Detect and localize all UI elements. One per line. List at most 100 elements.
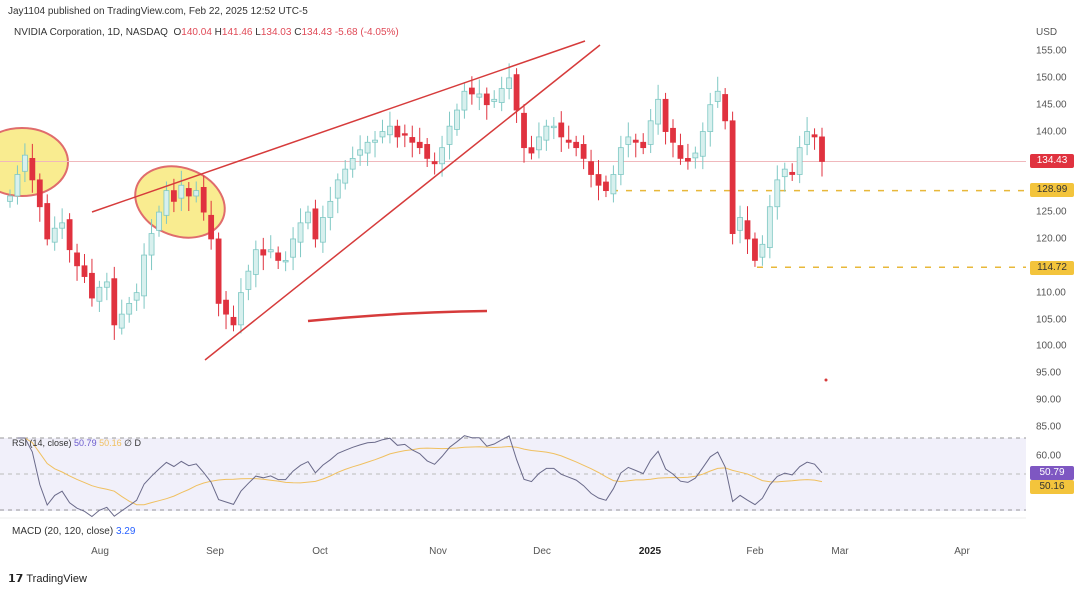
candle-body — [245, 270, 252, 290]
branding-text: TradingView — [26, 573, 87, 585]
symbol-name[interactable]: NVIDIA Corporation, 1D, NASDAQ — [14, 27, 168, 38]
candle-body — [729, 120, 736, 234]
time-tick: Oct — [312, 546, 328, 557]
candle — [655, 84, 662, 135]
candle-body — [565, 139, 572, 143]
candle — [305, 205, 311, 230]
candle-body — [498, 88, 505, 103]
upper-trendline[interactable] — [91, 40, 586, 213]
candle-body — [29, 157, 36, 181]
candle-body — [603, 181, 609, 192]
candle — [275, 246, 282, 270]
candle-body — [670, 127, 676, 143]
candle — [148, 219, 155, 271]
candle-body — [416, 141, 423, 149]
macd-legend[interactable]: MACD (20, 120, close) 3.29 — [12, 526, 135, 537]
candle-body — [536, 136, 542, 151]
candle — [342, 160, 349, 190]
candle — [387, 111, 393, 144]
candle-body — [200, 186, 207, 213]
candle-body — [588, 161, 594, 175]
candle — [811, 128, 818, 150]
candle — [506, 63, 513, 100]
candle-body — [81, 265, 88, 277]
publisher-info: Jay1104 published on TradingView.com, Fe… — [8, 6, 308, 17]
candle — [327, 186, 334, 231]
close-value: 134.43 — [301, 27, 333, 38]
candle-body — [178, 184, 185, 199]
candle — [662, 92, 669, 145]
candle-body — [170, 190, 177, 202]
candle-body — [148, 233, 155, 256]
candle — [103, 272, 110, 301]
candle — [580, 135, 587, 170]
change-value: -5.68 (-4.05%) — [334, 27, 399, 38]
candle-body — [364, 141, 371, 154]
candle — [223, 291, 229, 330]
candle-body — [558, 122, 565, 138]
candle — [126, 296, 133, 323]
candle — [796, 135, 803, 184]
candle-body — [685, 157, 691, 162]
candle — [14, 165, 21, 205]
candle — [737, 205, 743, 244]
candle-body — [483, 93, 490, 106]
rsi-legend[interactable]: RSI (14, close) 50.79 50.16 ∅ D — [12, 438, 141, 449]
time-tick: Dec — [533, 546, 551, 557]
candle — [96, 280, 103, 312]
candle-body — [677, 145, 684, 159]
candle — [66, 213, 73, 263]
candle — [118, 299, 125, 335]
candle — [357, 135, 364, 166]
price-tick: 110.00 — [1036, 287, 1066, 299]
rsi-axis-tick: 60.00 — [1036, 450, 1062, 462]
candle-body — [461, 90, 468, 111]
tradingview-logo[interactable]: 𝟭𝟳 TradingView — [8, 572, 87, 585]
time-tick: Apr — [954, 546, 970, 557]
candle-body — [275, 252, 282, 261]
candle — [312, 199, 319, 248]
candle — [744, 206, 751, 254]
time-tick: Sep — [206, 546, 224, 557]
candle-body — [282, 260, 289, 263]
candle — [617, 135, 624, 186]
freehand-underline[interactable] — [307, 309, 488, 323]
candle-body — [357, 149, 364, 156]
candle-body — [193, 190, 200, 197]
candle — [7, 189, 13, 208]
candle-body — [260, 249, 267, 256]
candle — [401, 124, 408, 148]
candle — [476, 79, 483, 111]
candle-body — [468, 87, 475, 95]
candle-body — [118, 313, 125, 329]
candle — [185, 182, 192, 212]
price-tick: 90.00 — [1036, 394, 1062, 406]
candle — [409, 125, 416, 158]
time-tick: 2025 — [638, 546, 662, 557]
symbol-legend: NVIDIA Corporation, 1D, NASDAQ O140.04 H… — [14, 27, 399, 38]
lower-trendline[interactable] — [204, 44, 601, 361]
candle — [536, 122, 542, 159]
candle — [379, 119, 386, 144]
candle — [610, 165, 617, 203]
candle — [603, 175, 609, 198]
candle — [752, 232, 758, 267]
candle-body — [543, 125, 550, 141]
candle-body — [334, 179, 341, 199]
candle — [111, 266, 118, 340]
candle-body — [781, 168, 788, 178]
candle — [141, 243, 147, 309]
candle — [565, 125, 572, 149]
candle — [491, 90, 498, 108]
candle — [372, 131, 378, 158]
candle-body — [699, 131, 706, 157]
candle — [59, 208, 66, 239]
candle — [483, 87, 490, 120]
candle-body — [387, 125, 393, 136]
currency-label: USD — [1036, 27, 1058, 38]
candle — [51, 216, 58, 251]
rsi-ma-badge: 50.16 — [1030, 480, 1074, 494]
close-label: C — [294, 27, 302, 38]
price-tick: 95.00 — [1036, 367, 1062, 379]
